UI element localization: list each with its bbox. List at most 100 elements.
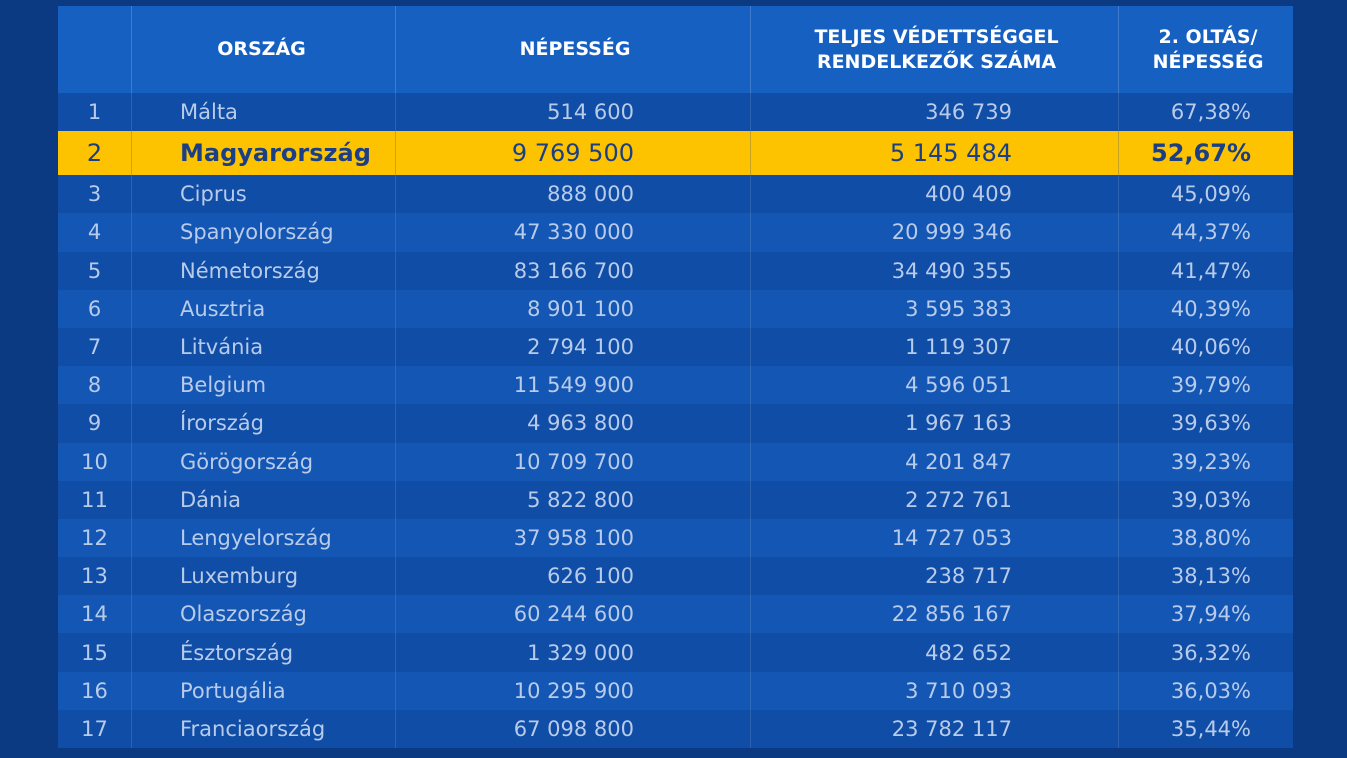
cell-country: Magyarország xyxy=(132,131,396,176)
cell-country: Dánia xyxy=(132,480,396,519)
cell-population: 10 709 700 xyxy=(396,442,751,481)
cell-rank: 12 xyxy=(58,518,132,558)
cell-ratio: 44,37% xyxy=(1170,220,1251,245)
cell-ratio: 67,38% xyxy=(1170,100,1251,125)
header-ratio: 2. OLTÁS/NÉPESSÉG xyxy=(1119,6,1293,93)
cell-country: Belgium xyxy=(132,366,396,405)
cell-protected: 482 652 xyxy=(751,633,1119,672)
cell-protected: 5 145 484 xyxy=(751,131,1119,176)
cell-country: Luxemburg xyxy=(132,557,396,596)
cell-country: Litvánia xyxy=(132,327,396,367)
cell-protected: 4 596 051 xyxy=(751,366,1119,405)
cell-ratio: 38,13% xyxy=(1170,564,1251,589)
cell-protected: 400 409 xyxy=(751,175,1119,214)
cell-country: Franciaország xyxy=(132,709,396,748)
cell-rank: 17 xyxy=(58,709,132,748)
cell-protected: 1 967 163 xyxy=(751,404,1119,443)
cell-ratio: 45,09% xyxy=(1170,182,1251,207)
cell-rank: 16 xyxy=(58,671,132,710)
cell-ratio: 52,67% xyxy=(1151,139,1251,168)
cell-protected: 22 856 167 xyxy=(751,595,1119,634)
table-row: 17 Franciaország 67 098 800 23 782 117 35,44… xyxy=(58,709,1293,748)
cell-ratio: 36,32% xyxy=(1170,640,1251,665)
cell-country: Görögország xyxy=(132,442,396,481)
cell-protected: 3 595 383 xyxy=(751,289,1119,328)
table-row: 13 Luxemburg 626 100 238 717 38,13% xyxy=(58,557,1293,596)
table-row: 11 Dánia 5 822 800 2 272 761 39,03% xyxy=(58,480,1293,519)
cell-protected: 4 201 847 xyxy=(751,442,1119,481)
header-protected-text: TELJES VÉDETTSÉGGEL RENDELKEZŐK SZÁMA xyxy=(814,25,1058,74)
cell-protected: 1 119 307 xyxy=(751,327,1119,367)
table-row: 10 Görögország 10 709 700 4 201 847 39,23% xyxy=(58,442,1293,481)
cell-rank: 10 xyxy=(58,442,132,481)
header-protected-line2: RENDELKEZŐK SZÁMA xyxy=(816,50,1057,73)
cell-country: Olaszország xyxy=(132,595,396,634)
cell-population: 9 769 500 xyxy=(396,131,751,176)
cell-country: Lengyelország xyxy=(132,518,396,558)
header-country: ORSZÁG xyxy=(132,6,396,93)
cell-ratio: 40,39% xyxy=(1170,296,1251,321)
cell-rank: 8 xyxy=(58,366,132,405)
cell-rank: 15 xyxy=(58,633,132,672)
table-header: ORSZÁG NÉPESSÉG TELJES VÉDETTSÉGGEL RENDE… xyxy=(58,6,1293,93)
header-ratio-text: 2. OLTÁS/NÉPESSÉG xyxy=(1153,25,1264,74)
cell-population: 5 822 800 xyxy=(396,480,751,519)
cell-rank: 9 xyxy=(58,404,132,443)
table-row: 15 Észtország 1 329 000 482 652 36,32% xyxy=(58,633,1293,672)
cell-rank: 1 xyxy=(58,93,132,132)
cell-country: Spanyolország xyxy=(132,213,396,252)
cell-population: 626 100 xyxy=(396,557,751,596)
table-row: 12 Lengyelország 37 958 100 14 727 053 38,80… xyxy=(58,518,1293,558)
cell-country: Málta xyxy=(132,93,396,132)
cell-protected: 20 999 346 xyxy=(751,213,1119,252)
cell-rank: 2 xyxy=(58,131,132,176)
cell-ratio: 39,03% xyxy=(1170,487,1251,512)
cell-protected: 346 739 xyxy=(751,93,1119,132)
cell-protected: 23 782 117 xyxy=(751,709,1119,748)
cell-ratio: 36,03% xyxy=(1170,678,1251,703)
cell-protected: 3 710 093 xyxy=(751,671,1119,710)
header-ratio-line1: 2. OLTÁS/ xyxy=(1158,25,1258,48)
cell-rank: 13 xyxy=(58,557,132,596)
table-row: 14 Olaszország 60 244 600 22 856 167 37,94% xyxy=(58,595,1293,634)
cell-population: 37 958 100 xyxy=(396,518,751,558)
cell-ratio: 41,47% xyxy=(1170,258,1251,283)
cell-population: 1 329 000 xyxy=(396,633,751,672)
header-protected-line1: TELJES VÉDETTSÉGGEL xyxy=(814,25,1059,48)
cell-ratio: 38,80% xyxy=(1170,525,1251,550)
table-row: 4 Spanyolország 47 330 000 20 999 346 44,37% xyxy=(58,213,1293,252)
cell-country: Ciprus xyxy=(132,175,396,214)
cell-ratio: 39,63% xyxy=(1170,411,1251,436)
cell-country: Ausztria xyxy=(132,289,396,328)
cell-population: 888 000 xyxy=(396,175,751,214)
cell-rank: 6 xyxy=(58,289,132,328)
cell-ratio: 37,94% xyxy=(1170,602,1251,627)
cell-rank: 14 xyxy=(58,595,132,634)
cell-population: 514 600 xyxy=(396,93,751,132)
table-row: 8 Belgium 11 549 900 4 596 051 39,79% xyxy=(58,366,1293,405)
cell-population: 60 244 600 xyxy=(396,595,751,634)
cell-population: 8 901 100 xyxy=(396,289,751,328)
cell-ratio: 39,23% xyxy=(1170,449,1251,474)
cell-country: Észtország xyxy=(132,633,396,672)
cell-ratio: 39,79% xyxy=(1170,373,1251,398)
table-row: 1 Málta 514 600 346 739 67,38% xyxy=(58,93,1293,132)
cell-population: 11 549 900 xyxy=(396,366,751,405)
cell-population: 10 295 900 xyxy=(396,671,751,710)
header-rank xyxy=(58,6,132,93)
cell-rank: 5 xyxy=(58,251,132,290)
cell-protected: 2 272 761 xyxy=(751,480,1119,519)
cell-population: 4 963 800 xyxy=(396,404,751,443)
cell-protected: 34 490 355 xyxy=(751,251,1119,290)
cell-population: 2 794 100 xyxy=(396,327,751,367)
table-row: 16 Portugália 10 295 900 3 710 093 36,03% xyxy=(58,671,1293,710)
header-population: NÉPESSÉG xyxy=(396,6,751,93)
table-row-highlighted: 2 Magyarország 9 769 500 5 145 484 52,67% xyxy=(58,131,1293,176)
table-row: 7 Litvánia 2 794 100 1 119 307 40,06% xyxy=(58,327,1293,367)
header-protected: TELJES VÉDETTSÉGGEL RENDELKEZŐK SZÁMA xyxy=(751,6,1119,93)
cell-ratio: 40,06% xyxy=(1170,335,1251,360)
cell-protected: 14 727 053 xyxy=(751,518,1119,558)
table-row: 9 Írország 4 963 800 1 967 163 39,63% xyxy=(58,404,1293,443)
table-body: 1 Málta 514 600 346 739 67,38% 2 Magyarország 9… xyxy=(58,93,1293,748)
cell-ratio: 35,44% xyxy=(1170,716,1251,741)
